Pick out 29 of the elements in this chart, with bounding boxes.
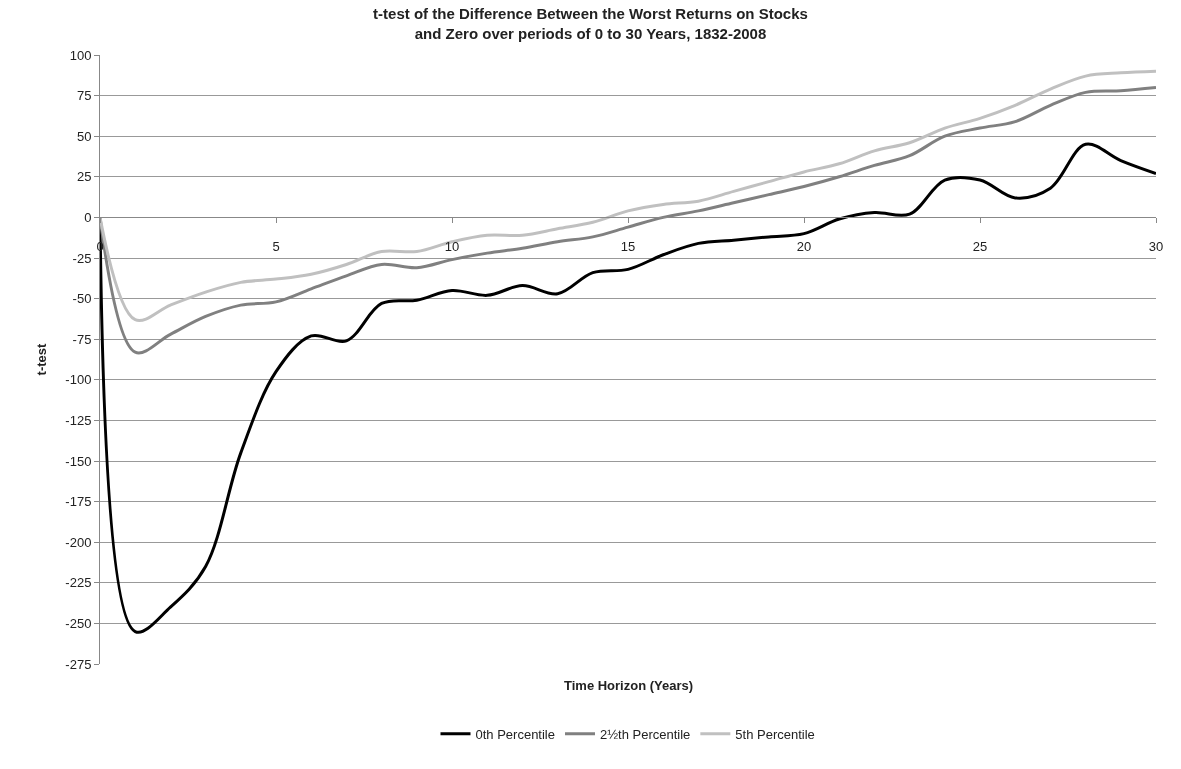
y-tick-label: -250	[65, 615, 92, 631]
y-axis-title: t-test	[34, 342, 50, 376]
y-tick-label: -75	[72, 331, 92, 347]
y-tick-label: 50	[76, 128, 92, 144]
y-tick-label: -150	[65, 453, 92, 469]
y-tick-label: 25	[76, 169, 92, 185]
x-tick-label: 15	[620, 239, 636, 254]
y-tick-label: -225	[65, 575, 92, 591]
y-tick-label: 0	[84, 209, 92, 225]
x-axis-title: Time Horizon (Years)	[564, 678, 694, 693]
y-tick-label: -275	[65, 656, 92, 672]
y-tick-label: -125	[65, 412, 92, 428]
y-tick-label: -175	[65, 494, 92, 510]
legend-label: 2½th Percentile	[600, 726, 691, 742]
x-tick-label: 0	[96, 239, 104, 254]
legend-label: 5th Percentile	[735, 726, 815, 742]
y-tick-label: 75	[76, 88, 92, 104]
legend-label: 0th Percentile	[475, 726, 555, 742]
x-tick-label: 30	[1148, 239, 1164, 254]
x-tick-label: 5	[272, 239, 280, 254]
x-tick-label: 10	[444, 239, 460, 254]
y-tick-label: 100	[69, 47, 92, 63]
chart-title: t-test of the Difference Between the Worst Returns on Stocks and Zero over periods of 0 to 30 Years, 1832-2008	[373, 5, 808, 42]
x-tick-label: 20	[796, 239, 812, 254]
y-tick-label: -50	[72, 291, 92, 307]
y-tick-label: -25	[72, 250, 92, 266]
y-tick-label: -100	[65, 372, 92, 388]
x-tick-label: 25	[972, 239, 988, 254]
y-tick-label: -200	[65, 534, 92, 550]
